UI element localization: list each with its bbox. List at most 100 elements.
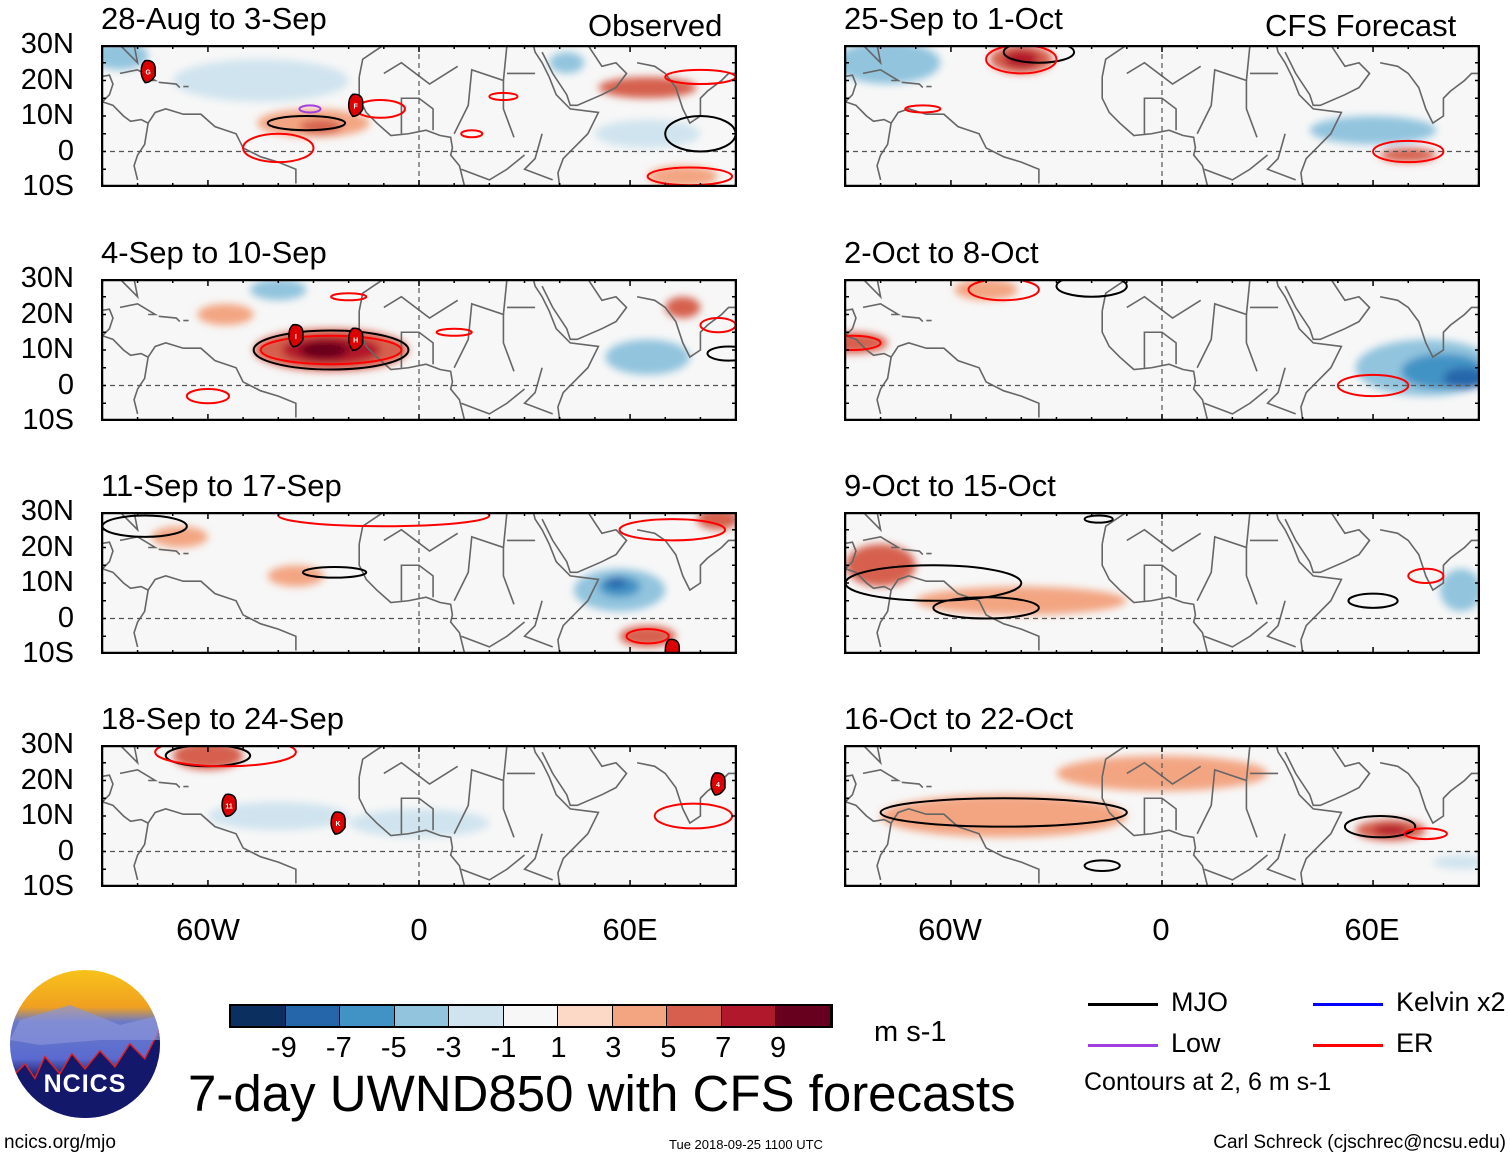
coastline <box>453 768 515 838</box>
lat-tick-label: 0 <box>57 834 74 867</box>
colorbar-tick-label: -9 <box>271 1032 297 1064</box>
panel-title: 16-Oct to 22-Oct <box>844 701 1074 736</box>
coastline <box>1101 543 1209 654</box>
coastline <box>1266 133 1296 181</box>
coastline <box>523 367 553 415</box>
colorbar-swatch <box>667 1006 722 1026</box>
coastline <box>636 761 737 825</box>
coastline <box>1275 45 1343 187</box>
panel-title: 4-Sep to 10-Sep <box>101 235 327 270</box>
ncics-mjo-link[interactable]: ncics.org/mjo <box>4 1132 116 1153</box>
coastline <box>358 76 466 187</box>
tropical-storm-icon: H <box>347 327 364 352</box>
colorbar-swatch <box>776 1006 832 1026</box>
storm-label: I <box>295 334 297 341</box>
coastline <box>1196 535 1258 605</box>
coastline <box>358 512 385 545</box>
er-contour <box>435 327 473 337</box>
coastline <box>862 69 902 82</box>
coastline <box>1245 512 1251 548</box>
anomaly-field <box>197 279 701 400</box>
coastline <box>453 302 515 372</box>
coastline <box>1379 528 1480 592</box>
colorbar-swatch <box>285 1006 341 1026</box>
coastline <box>383 295 459 320</box>
coastline <box>845 101 892 124</box>
storm-symbol <box>347 327 364 352</box>
lat-tick-label: 20N <box>20 530 74 563</box>
mjo-contour <box>266 115 347 132</box>
mjo-contour <box>1055 279 1128 298</box>
coastline <box>862 769 902 782</box>
er-contour <box>1372 139 1445 164</box>
wind-anomaly-shading <box>845 543 916 587</box>
panel-title: 25-Sep to 1-Oct <box>844 1 1063 36</box>
mjo-contour <box>706 345 737 362</box>
contour-note: Contours at 2, 6 m s-1 <box>1084 1068 1332 1096</box>
coastline <box>523 133 553 181</box>
colorbar-tick-label: -7 <box>325 1032 352 1064</box>
colorbar-swatch <box>449 1006 504 1026</box>
coastline <box>1266 600 1296 648</box>
wind-anomaly-shading <box>587 819 673 848</box>
er-contour <box>185 388 231 405</box>
lat-tick-label: 10N <box>20 99 74 131</box>
coastline <box>1266 367 1296 415</box>
legend-label: ER <box>1396 1028 1434 1058</box>
coastline <box>1101 745 1128 778</box>
coastline <box>532 512 600 654</box>
colorbar <box>229 1004 833 1028</box>
wind-anomaly-shading <box>197 303 254 326</box>
coastline <box>133 575 297 651</box>
coastline <box>1379 295 1480 359</box>
lon-tick-label: 60E <box>1344 912 1400 947</box>
low-contour <box>298 104 322 114</box>
wind-anomaly-shading <box>844 45 941 85</box>
storm-symbol <box>347 93 364 118</box>
coastline <box>1101 279 1128 312</box>
coastline <box>101 541 114 570</box>
coastline <box>844 774 857 803</box>
colorbar-tick-label: 5 <box>660 1032 677 1064</box>
lon-tick-label: 0 <box>410 912 428 947</box>
coastline <box>358 310 466 421</box>
er-contour <box>1407 567 1445 585</box>
coastline <box>1101 76 1209 187</box>
lat-tick-label: 30N <box>20 262 74 294</box>
coastline <box>133 808 297 884</box>
coastline <box>453 535 515 605</box>
author-credit: Carl Schreck (cjschrec@ncsu.edu) <box>1213 1132 1506 1153</box>
coastline <box>119 769 159 782</box>
coastline <box>400 797 434 834</box>
mjo-contour <box>1002 45 1076 64</box>
wind-anomaly-shading <box>696 512 737 530</box>
er-contour <box>330 292 368 302</box>
colorbar-tick-label: 1 <box>550 1032 567 1064</box>
lat-tick-label: 20N <box>20 63 74 96</box>
map-panel <box>844 45 1480 187</box>
er-contour <box>967 279 1040 302</box>
coastline <box>1143 797 1177 834</box>
panel-title: 18-Sep to 24-Sep <box>101 701 345 736</box>
coastline <box>102 45 139 66</box>
figure-title: 7-day UWND850 with CFS forecasts <box>188 1065 1016 1122</box>
colorbar-tick-label: 3 <box>605 1032 622 1064</box>
er-contour <box>625 628 670 645</box>
wind-anomaly-shading <box>267 565 325 587</box>
panel-title: 9-Oct to 15-Oct <box>844 468 1056 503</box>
lat-tick-label: 0 <box>57 601 74 634</box>
lat-tick-label: 30N <box>20 728 74 760</box>
coastline <box>102 801 149 824</box>
coastline <box>102 335 149 358</box>
coastline <box>901 81 924 89</box>
lon-tick-label: 60W <box>918 912 982 947</box>
coastline <box>541 279 628 341</box>
coastline <box>1126 528 1202 553</box>
lat-tick-label: 10S <box>22 870 74 902</box>
coastline <box>1275 512 1343 654</box>
lat-tick-label: 10S <box>22 170 74 202</box>
map-panel: IH <box>101 279 737 421</box>
coastline <box>460 854 526 881</box>
coastline <box>1284 279 1371 341</box>
colorbar-swatch <box>340 1006 395 1026</box>
